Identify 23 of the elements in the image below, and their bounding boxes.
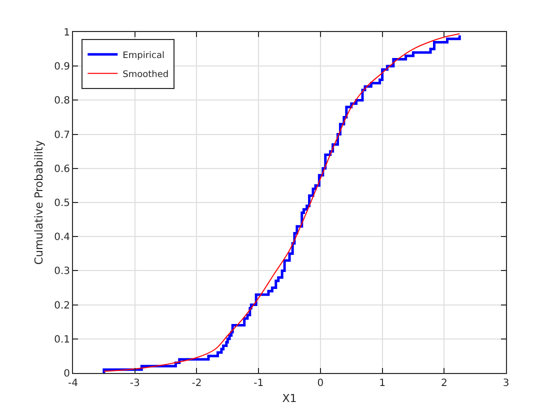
y-tick-label: 0.3 xyxy=(54,266,70,278)
y-tick-label: 0.1 xyxy=(54,334,70,346)
x-tick-label: 3 xyxy=(502,378,510,389)
y-tick-label: 0.7 xyxy=(54,130,70,141)
x-tick-label: -4 xyxy=(68,378,78,389)
legend-label: Empirical xyxy=(122,50,165,61)
y-tick-label: 0.9 xyxy=(54,62,70,73)
x-tick-label: 0 xyxy=(317,378,324,389)
x-tick-label: -3 xyxy=(130,378,140,389)
legend-label: Smoothed xyxy=(122,70,169,80)
x-axis-title: X1 xyxy=(282,392,297,406)
y-tick-label: 0.5 xyxy=(54,198,70,209)
x-tick-label: 1 xyxy=(379,378,386,389)
x-tick-label: 2 xyxy=(440,378,448,389)
y-tick-label: 1 xyxy=(64,28,70,38)
x-tick-label: -2 xyxy=(192,378,202,389)
y-tick-label: 0 xyxy=(64,368,70,380)
y-tick-label: 0.8 xyxy=(54,96,70,107)
x-tick-label: -1 xyxy=(254,378,264,389)
y-axis-title: Cumulative Probability xyxy=(32,140,46,265)
y-tick-label: 0.6 xyxy=(54,164,70,175)
y-tick-label: 0.2 xyxy=(54,300,70,312)
y-tick-label: 0.4 xyxy=(54,232,70,244)
